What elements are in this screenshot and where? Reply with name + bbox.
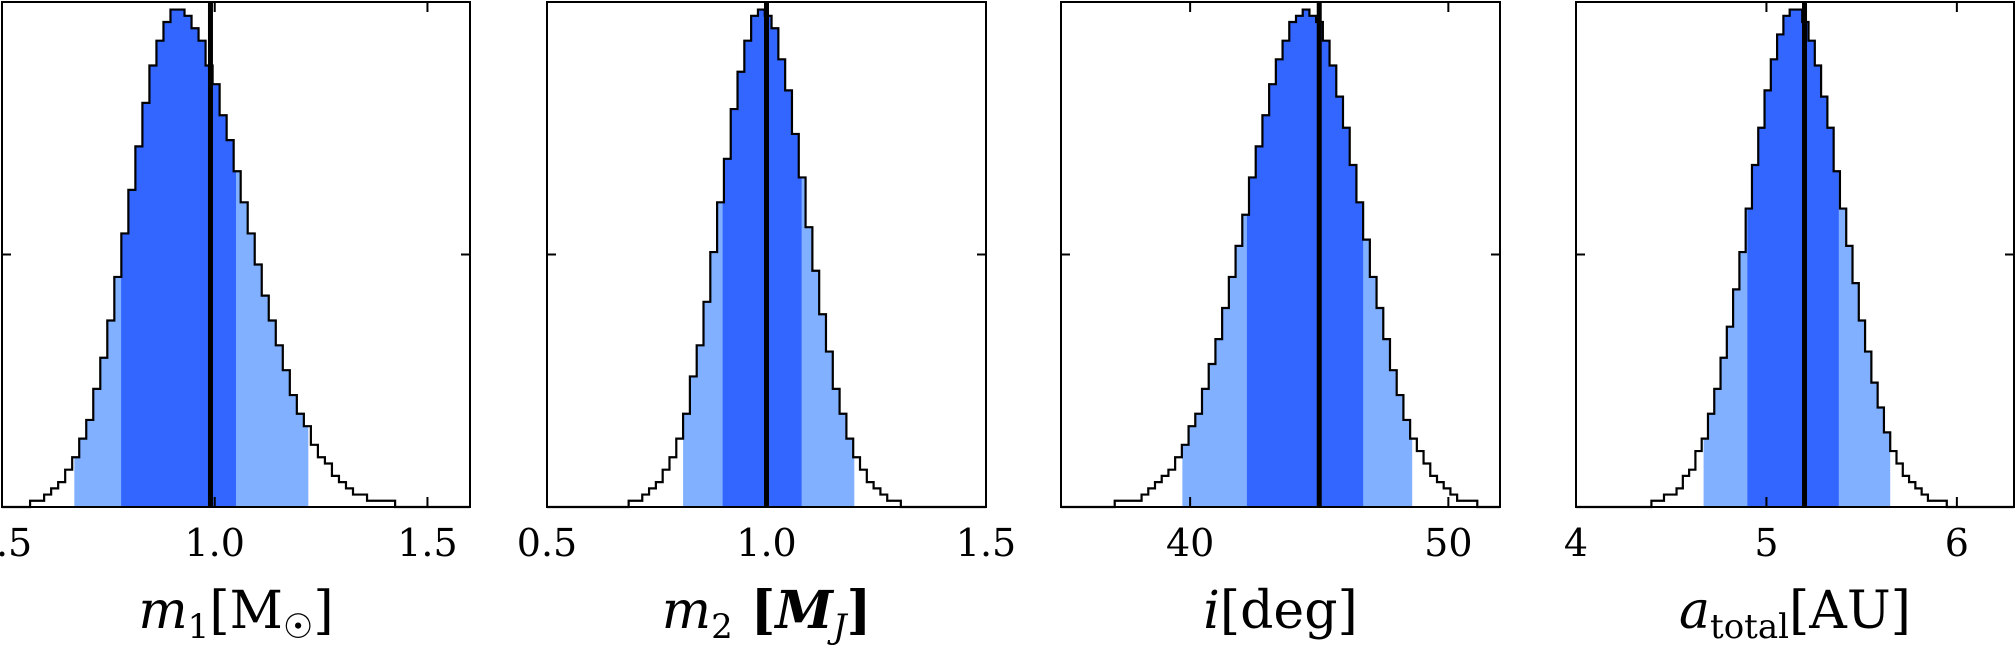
- x-tick-label: 40: [1166, 521, 1214, 565]
- inner-credible-band: [1246, 9, 1364, 507]
- x-tick-label: 50: [1424, 521, 1472, 565]
- x-tick-label: 1.0: [736, 521, 796, 565]
- x-axis-label: atotal[AU]: [1679, 581, 1911, 647]
- panel-4: 4 5 6 atotal[AU]: [1564, 1, 2015, 647]
- x-axis-label: m2 [MJ]: [662, 580, 871, 647]
- panel-2: 0.5 1.0 1.5 m2 [MJ]: [517, 1, 1016, 647]
- x-tick-label: 4: [1564, 521, 1588, 565]
- x-tick-label: 5: [1754, 521, 1778, 565]
- histogram-outline: [2, 8, 470, 509]
- histogram-outline: [1061, 8, 1500, 509]
- x-tick-label: 1.5: [397, 521, 457, 565]
- x-tick-label: 1.0: [185, 521, 245, 565]
- inner-credible-band: [722, 9, 802, 507]
- x-axis-label: i[deg]: [1203, 581, 1358, 641]
- x-tick-label: 0.5: [517, 521, 577, 565]
- x-axis-label: m1[M☉]: [138, 581, 333, 647]
- x-tick-label: 6: [1945, 521, 1969, 565]
- inner-credible-band: [1747, 9, 1839, 507]
- x-tick-label: 1.5: [956, 521, 1016, 565]
- panel-1: 0.5 1.0 1.5 m1[M☉]: [0, 1, 471, 647]
- inner-credible-band: [121, 9, 236, 507]
- histogram-outline: [1576, 8, 2014, 509]
- x-tick-label: 0.5: [0, 521, 32, 565]
- panel-3: 40 50 i[deg]: [1060, 1, 1501, 641]
